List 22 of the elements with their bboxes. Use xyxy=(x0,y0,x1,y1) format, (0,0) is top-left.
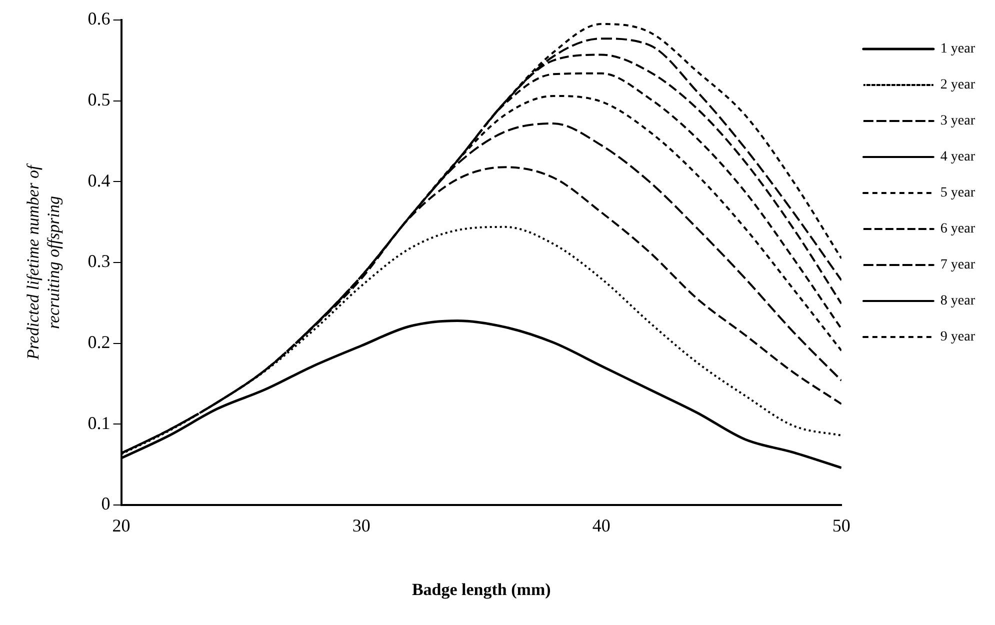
legend-label: 1 year xyxy=(940,42,976,57)
x-tick-label: 20 xyxy=(112,516,130,536)
y-tick-label: 0 xyxy=(101,494,110,514)
legend-label: 6 year xyxy=(940,222,976,237)
legend-label: 4 year xyxy=(940,150,976,165)
legend-label: 7 year xyxy=(940,258,976,273)
y-tick-label: 0.3 xyxy=(88,251,110,272)
y-tick-label: 0.4 xyxy=(88,170,110,190)
y-tick-label: 0.5 xyxy=(88,90,110,110)
legend-label: 8 year xyxy=(940,294,976,309)
x-tick-label: 40 xyxy=(592,516,610,536)
x-tick-label: 30 xyxy=(352,516,370,536)
legend-label: 3 year xyxy=(940,114,976,129)
y-tick-label: 0.1 xyxy=(88,412,110,433)
x-axis-title: Badge length (mm) xyxy=(412,580,551,600)
legend-label: 9 year xyxy=(940,330,976,345)
y-tick-label: 0.6 xyxy=(88,8,110,29)
legend-label: 5 year xyxy=(940,186,976,201)
x-tick-label: 50 xyxy=(832,516,850,536)
y-axis-title: Predicted lifetime number of recruiting offspring xyxy=(24,163,64,361)
legend-label: 2 year xyxy=(940,78,976,93)
y-tick-label: 0.2 xyxy=(88,332,110,352)
